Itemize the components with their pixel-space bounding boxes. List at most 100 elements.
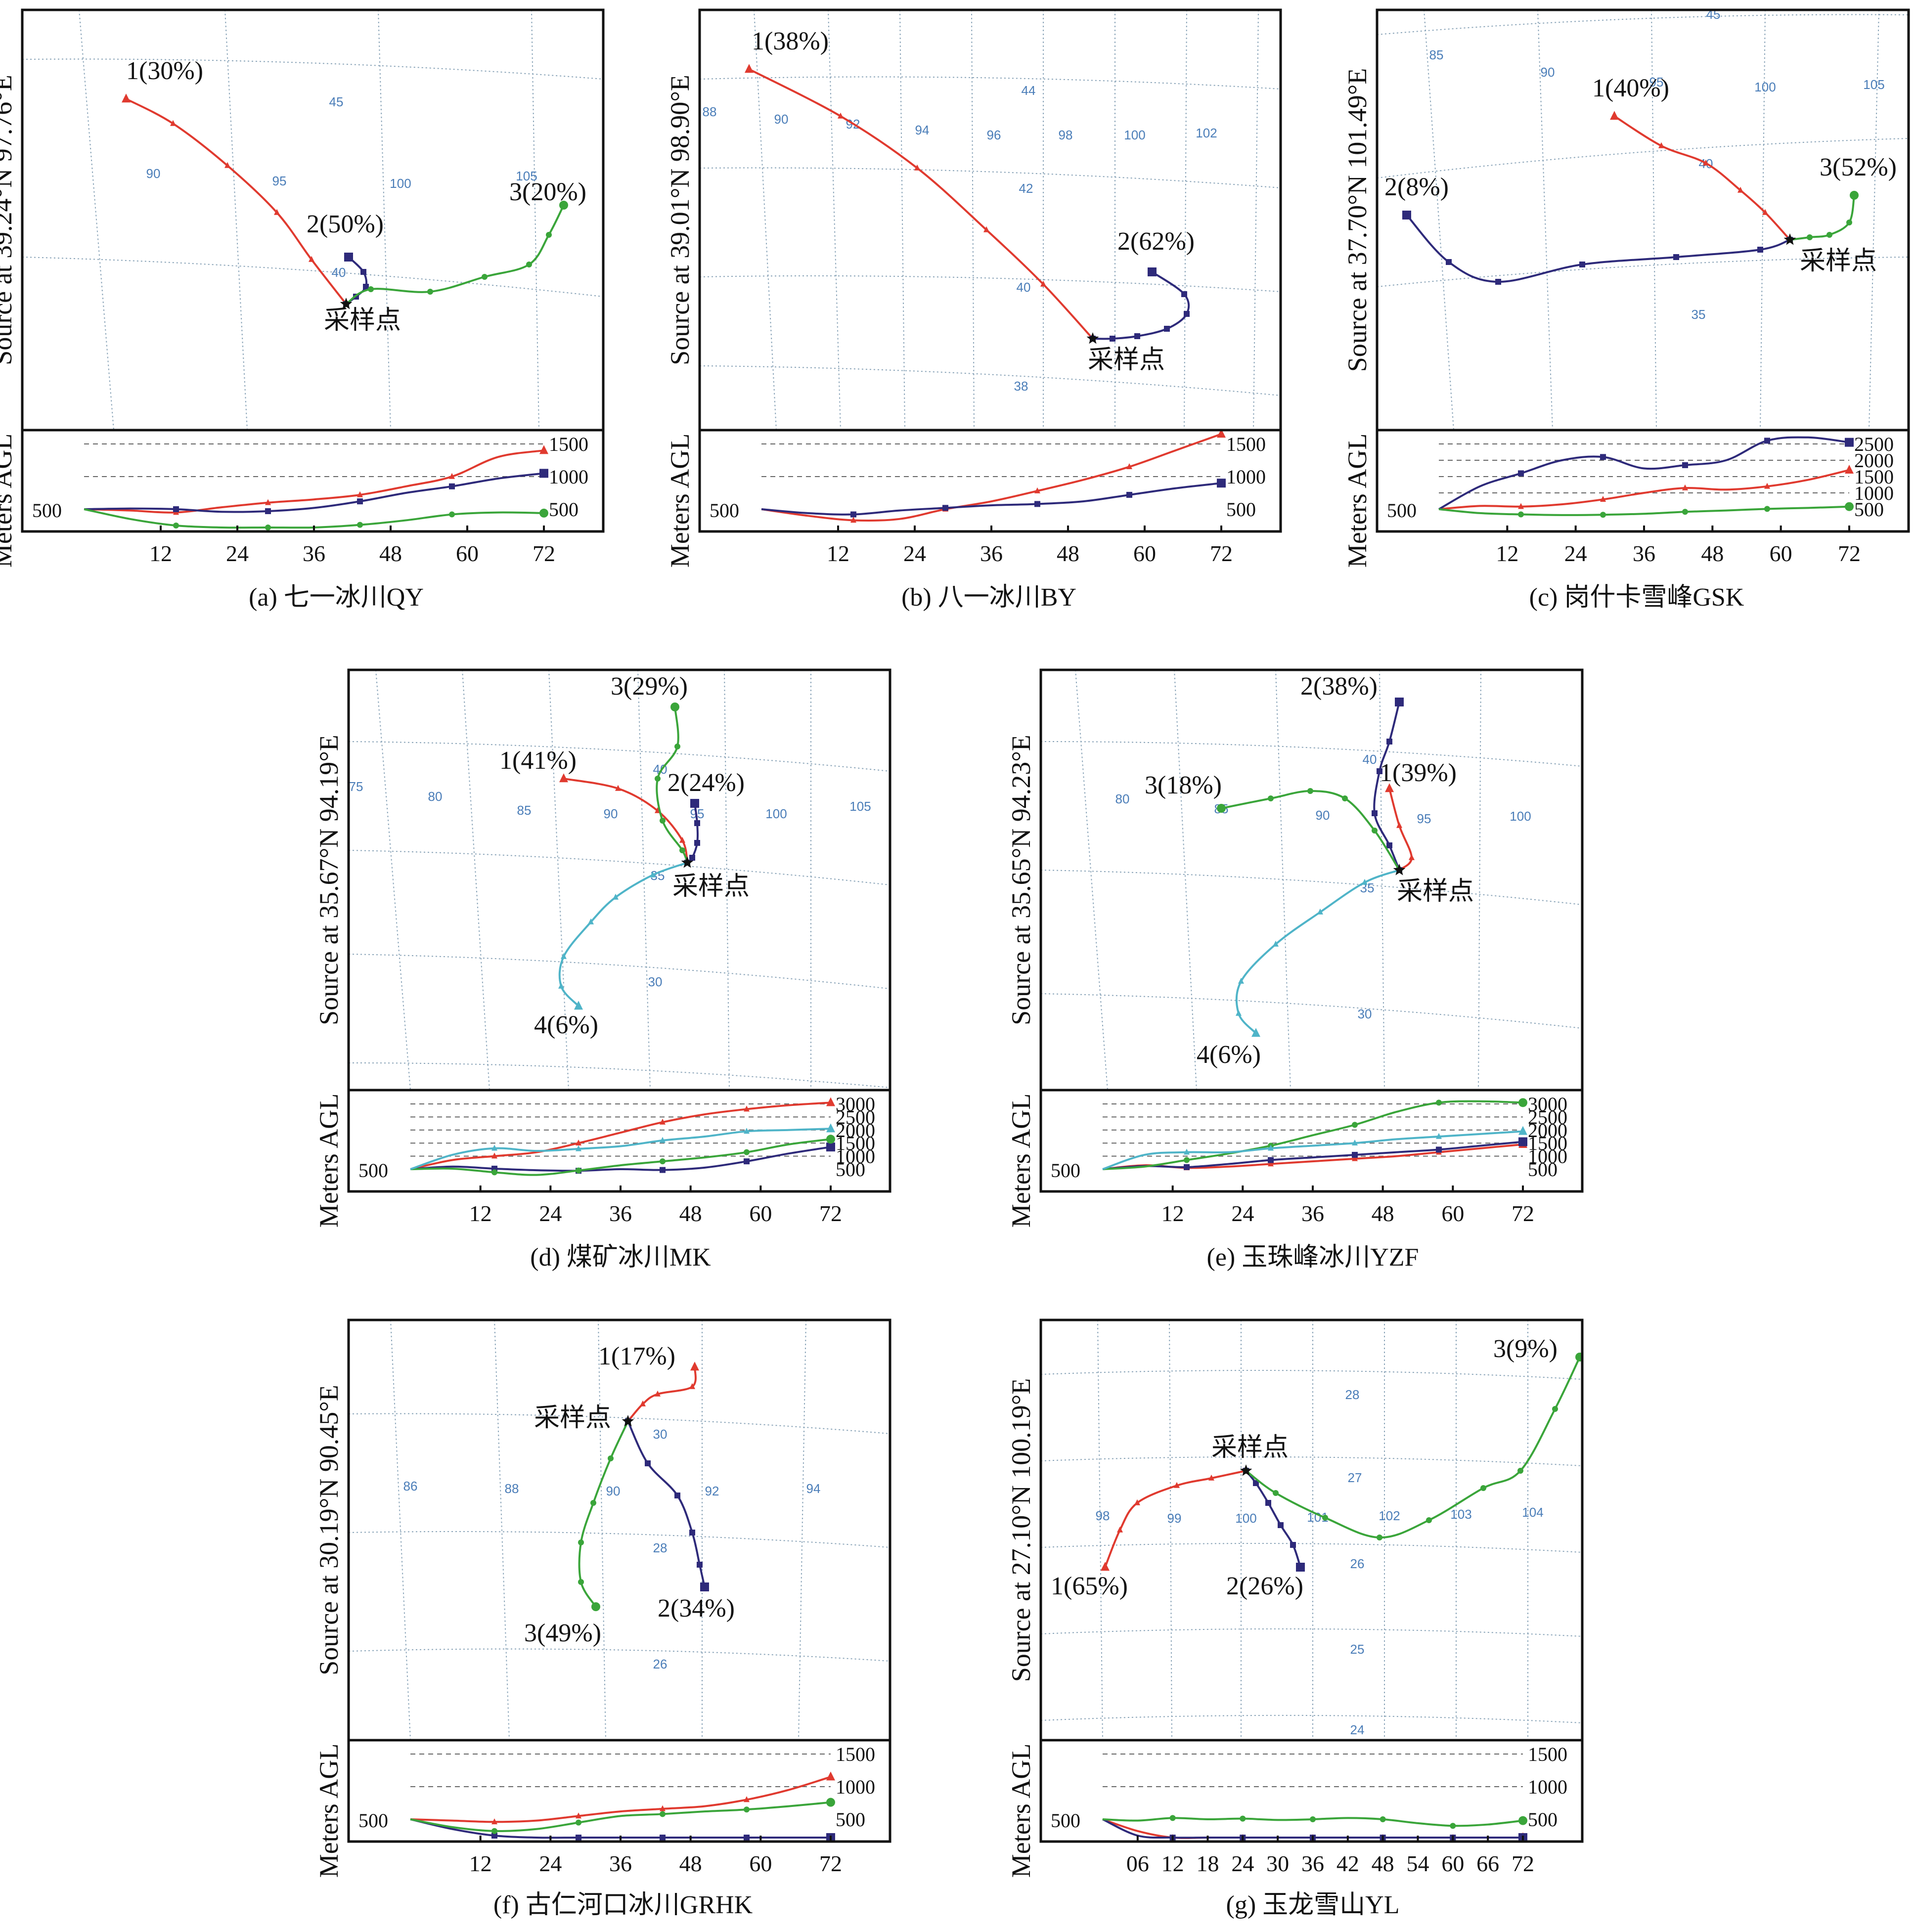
geo-coordinate-label: 42 — [1019, 181, 1033, 196]
map-graticule: 80859095100403530 — [1041, 670, 1582, 1090]
altitude-marker — [576, 1835, 581, 1841]
trajectory-label-1: 1(39%) — [1380, 759, 1457, 787]
trajectory-marker — [1409, 854, 1415, 860]
trajectory-marker — [650, 871, 656, 878]
x-tick-label: 48 — [1701, 541, 1724, 566]
geo-coordinate-label: 30 — [1358, 1007, 1372, 1021]
geo-coordinate-label: 105 — [516, 169, 537, 183]
geo-coordinate-label: 100 — [1124, 128, 1145, 142]
trajectory-label-4: 4(6%) — [1197, 1041, 1261, 1069]
x-tick-label: 12 — [149, 541, 172, 566]
trajectory-marker — [983, 226, 989, 232]
geo-coordinate-label: 95 — [1649, 75, 1664, 89]
altitude-frame — [1039, 1089, 1584, 1193]
altitude-marker — [491, 1833, 497, 1839]
altitude-series-4 — [410, 1128, 831, 1170]
trajectory-marker — [1396, 822, 1402, 828]
trajectory-marker — [360, 269, 366, 275]
altitude-end-marker — [1518, 1816, 1527, 1825]
altitude-frame — [21, 429, 605, 533]
trajectory-marker — [1386, 739, 1392, 745]
trajectory-line-1 — [1388, 788, 1413, 871]
trajectory-marker — [690, 1361, 699, 1371]
trajectory-label-1: 1(41%) — [499, 746, 577, 775]
trajectory-line-3 — [1789, 195, 1855, 241]
sampling-point-star — [622, 1415, 634, 1427]
altitude-end-marker — [1845, 465, 1854, 474]
geo-coordinate-label: 105 — [1863, 77, 1884, 92]
panel-caption: (b) 八一冰川BY — [901, 583, 1076, 612]
altitude-marker — [1310, 1816, 1316, 1822]
altitude-marker — [1352, 1155, 1358, 1161]
geo-coordinate-label: 100 — [765, 806, 787, 821]
trajectories — [1217, 698, 1415, 1037]
altitude-marker — [357, 491, 363, 497]
altitude-marker — [1600, 496, 1606, 502]
x-tick-label: 42 — [1336, 1851, 1359, 1876]
x-tick-label: 72 — [1512, 1851, 1534, 1876]
altitude-marker — [744, 1158, 750, 1165]
altitude-tick-label: 1000 — [549, 466, 588, 488]
trajectory-marker — [274, 209, 280, 215]
x-tick-label: 24 — [903, 541, 926, 566]
geo-coordinate-label: 94 — [806, 1481, 821, 1496]
altitude-marker — [1352, 1151, 1358, 1158]
x-tick-label: 60 — [1133, 541, 1156, 566]
trajectory-marker — [689, 855, 695, 861]
trajectories — [1101, 1353, 1582, 1572]
trajectories — [122, 93, 568, 307]
altitude-start-label: 500 — [710, 499, 739, 522]
trajectory-line-2 — [627, 1421, 706, 1587]
geo-coordinate-label: 26 — [653, 1657, 668, 1671]
x-tick-label: 72 — [819, 1851, 842, 1876]
trajectory-label-2: 2(34%) — [658, 1594, 735, 1623]
x-tick-label: 12 — [827, 541, 849, 566]
trajectory-marker — [1402, 211, 1411, 220]
altitude-start-label: 500 — [32, 499, 62, 522]
altitude-start-label: 500 — [358, 1159, 388, 1182]
trajectory-marker — [655, 776, 661, 782]
x-tick-label: 24 — [539, 1201, 562, 1226]
altitude-marker — [265, 525, 271, 530]
altitude-tick-label: 1000 — [1854, 482, 1894, 504]
trajectory-marker — [558, 982, 564, 989]
geo-coordinate-label: 100 — [390, 176, 411, 191]
trajectory-marker — [1395, 698, 1404, 706]
altitude-marker — [1600, 512, 1606, 518]
geo-coordinate-label: 90 — [1316, 808, 1330, 823]
altitude-end-marker — [826, 1798, 835, 1807]
x-tick-label: 36 — [1633, 541, 1655, 566]
trajectory-marker — [1117, 1526, 1123, 1533]
geo-coordinate-label: 96 — [987, 128, 1001, 142]
latitude-line — [1041, 870, 1582, 905]
trajectory-marker — [578, 1539, 584, 1545]
trajectory-label-2: 2(24%) — [668, 769, 745, 797]
trajectory-marker — [1268, 795, 1274, 801]
longitude-line — [390, 1320, 411, 1740]
trajectory-line-4 — [1235, 869, 1400, 1034]
trajectory-marker — [1174, 1482, 1180, 1488]
altitude-series-1 — [761, 433, 1222, 522]
trajectory-marker — [1610, 111, 1619, 120]
altitude-end-marker — [539, 508, 548, 518]
geo-coordinate-label: 88 — [703, 104, 717, 119]
altitude-marker — [491, 1169, 497, 1176]
trajectory-marker — [1290, 1542, 1296, 1548]
altitude-end-marker — [1217, 429, 1226, 438]
geo-coordinate-label: 98 — [1059, 128, 1073, 142]
trajectory-marker — [1850, 191, 1859, 200]
altitude-tick-label: 1500 — [1528, 1743, 1567, 1765]
altitude-tick-label: 500 — [836, 1158, 865, 1181]
trajectory-label-3: 3(20%) — [509, 178, 586, 206]
trajectory-marker — [368, 286, 374, 292]
x-tick-label: 12 — [1161, 1201, 1184, 1226]
trajectory-marker — [590, 1500, 596, 1506]
altitude-marker — [1126, 463, 1132, 469]
sampling-point-label: 采样点 — [672, 873, 750, 901]
panel-caption: (f) 古仁河口冰川GRHK — [493, 1891, 753, 1919]
x-tick-label: 24 — [539, 1851, 562, 1876]
trajectory-marker — [1181, 291, 1187, 297]
x-tick-label: 12 — [1496, 541, 1518, 566]
x-tick-label: 54 — [1407, 1851, 1429, 1876]
x-tick-label: 12 — [469, 1851, 492, 1876]
